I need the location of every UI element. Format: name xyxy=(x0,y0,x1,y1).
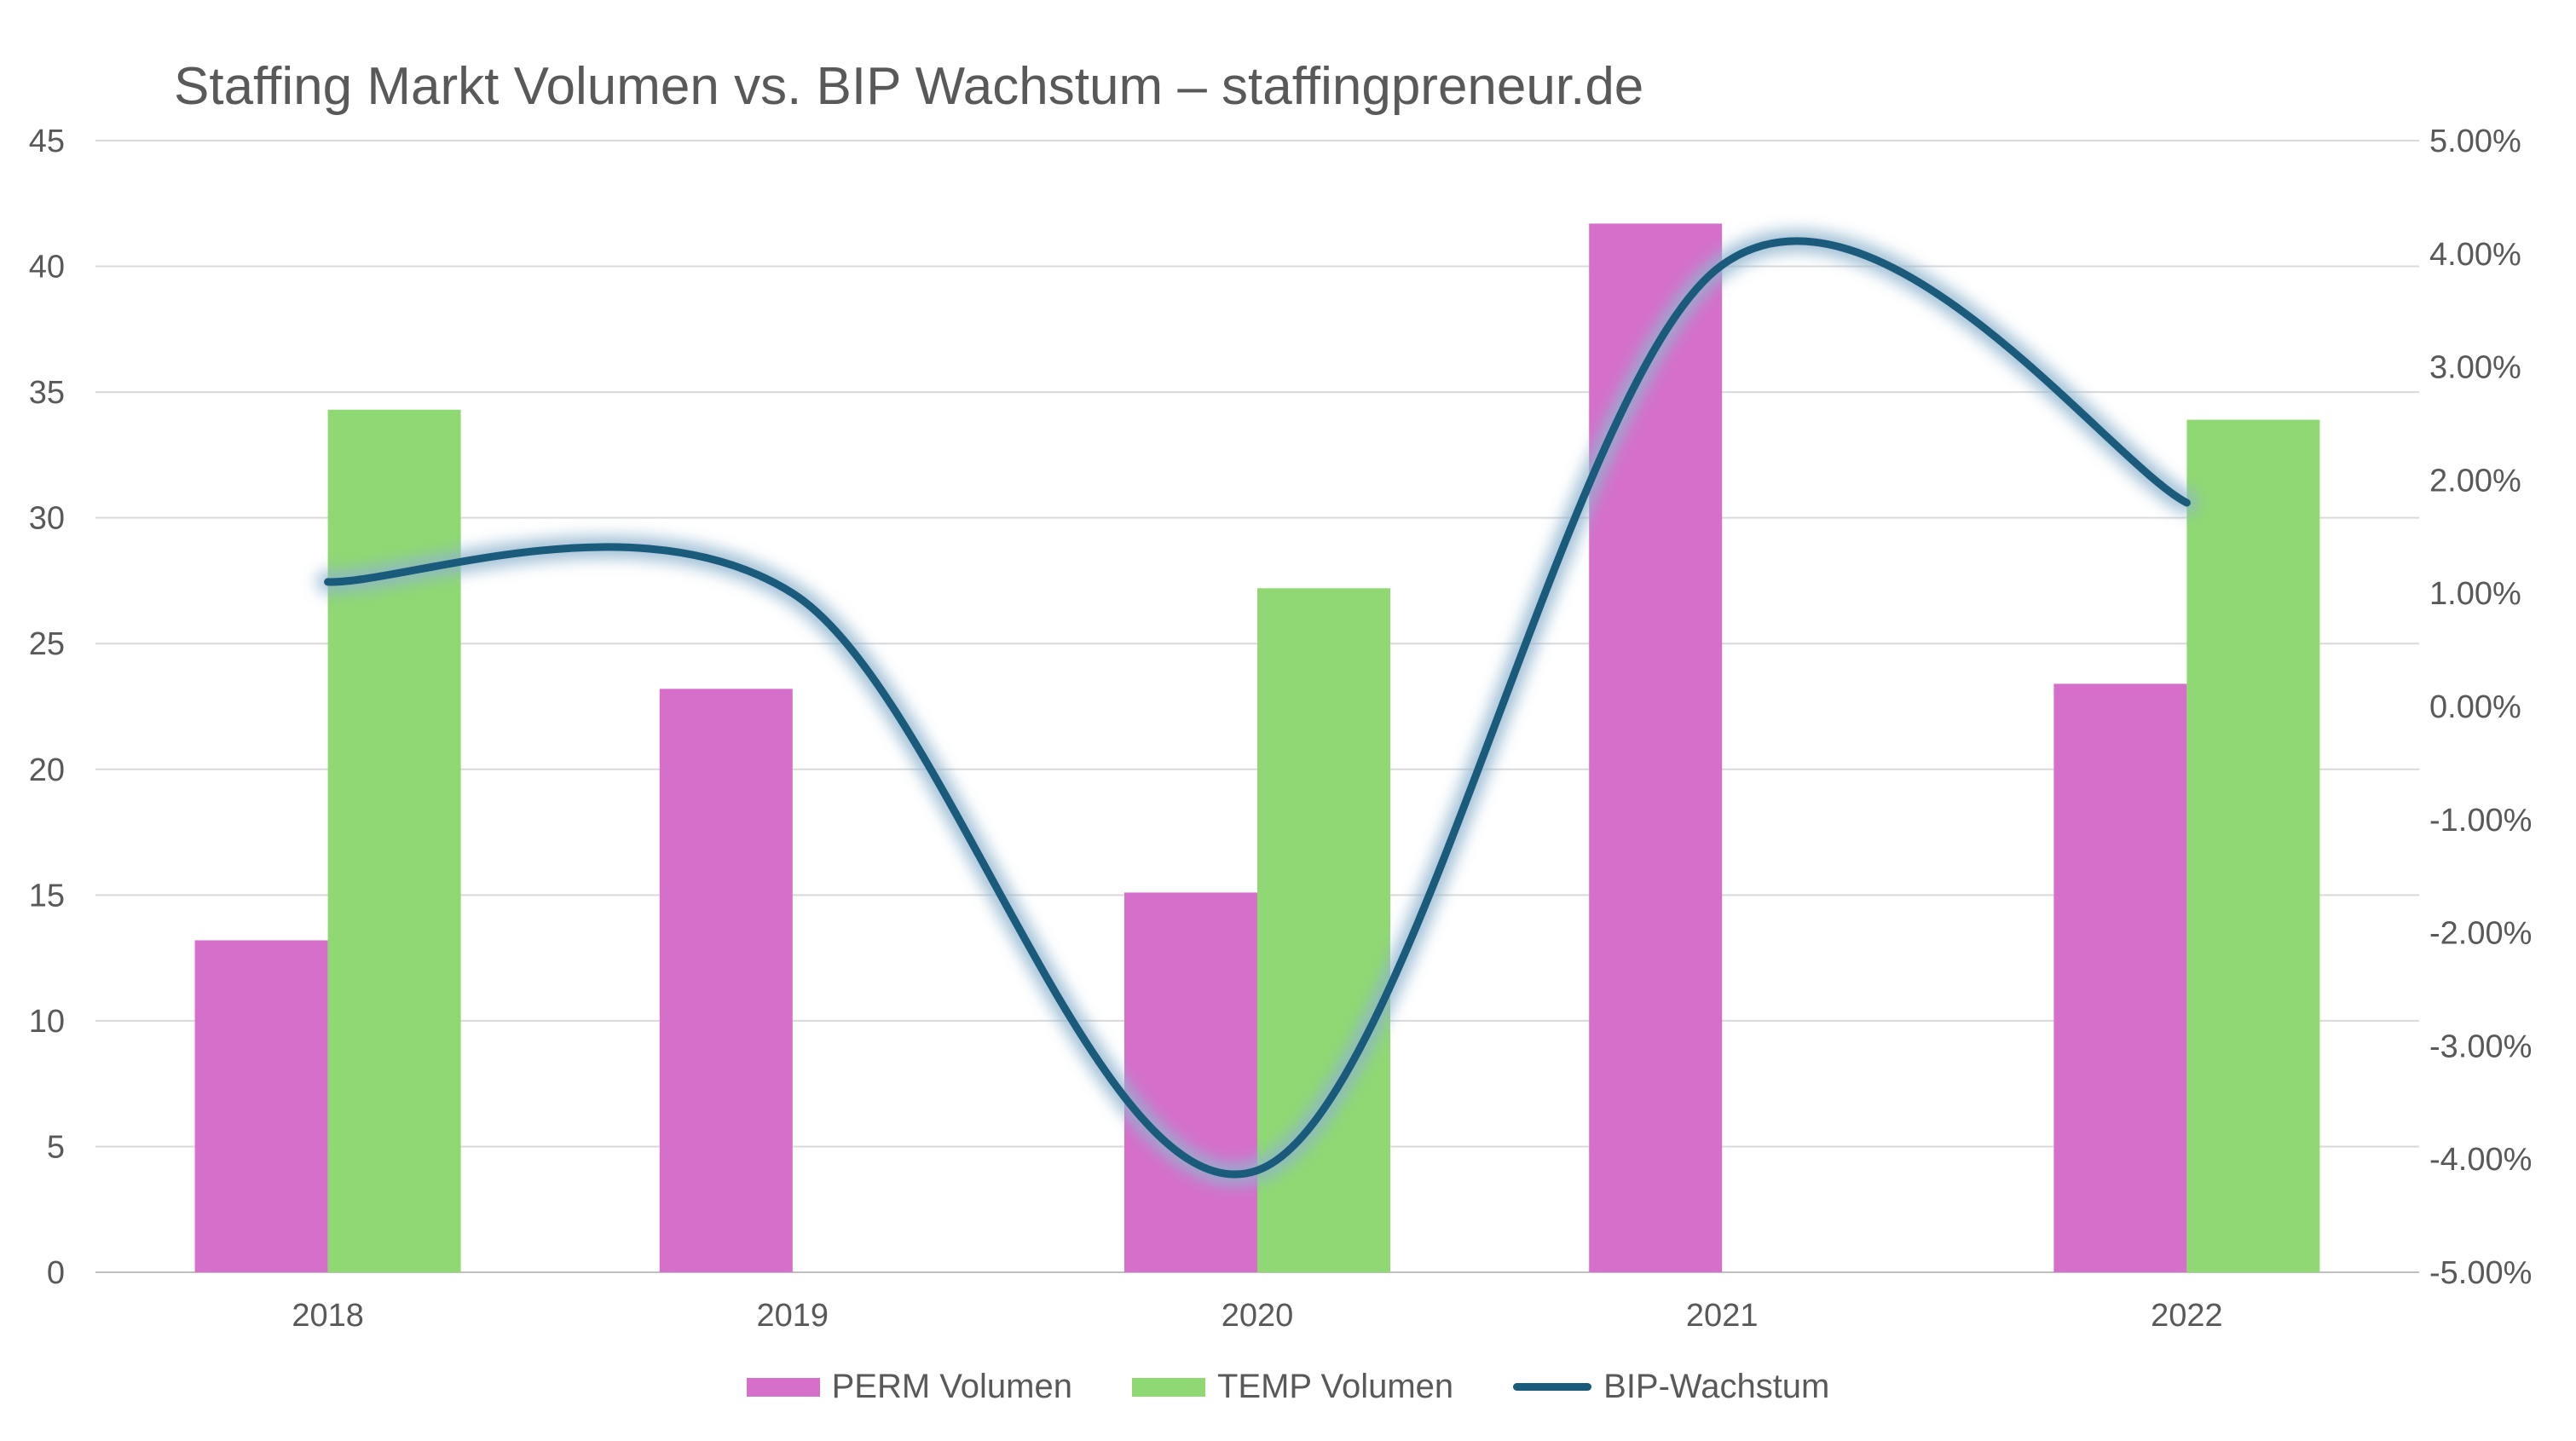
y-left-tick-label: 10 xyxy=(29,1004,65,1040)
legend-swatch-perm xyxy=(746,1377,820,1397)
legend-swatch-temp xyxy=(1131,1377,1205,1397)
bar-temp-volumen xyxy=(2186,419,2320,1272)
y-right-tick-label: 4.00% xyxy=(2429,237,2521,273)
y-left-tick-label: 25 xyxy=(29,626,65,662)
legend-label-bip: BIP-Wachstum xyxy=(1603,1368,1830,1405)
legend-swatch-bip xyxy=(1513,1383,1592,1391)
x-tick-label: 2022 xyxy=(2151,1298,2223,1334)
y-right-tick-label: 1.00% xyxy=(2429,576,2521,612)
x-tick-label: 2019 xyxy=(757,1298,829,1334)
y-right-tick-label: 2.00% xyxy=(2429,463,2521,499)
y-right-tick-label: 3.00% xyxy=(2429,350,2521,386)
y-left-tick-label: 0 xyxy=(47,1255,65,1291)
legend-item-bip: BIP-Wachstum xyxy=(1513,1368,1829,1406)
y-right-tick-label: -5.00% xyxy=(2429,1255,2532,1291)
y-left-tick-label: 45 xyxy=(29,124,65,159)
legend-item-perm: PERM Volumen xyxy=(746,1368,1072,1406)
bar-perm-volumen xyxy=(1124,892,1257,1272)
legend: PERM Volumen TEMP Volumen BIP-Wachstum xyxy=(0,1368,2576,1406)
y-left-tick-label: 20 xyxy=(29,752,65,788)
y-left-tick-label: 15 xyxy=(29,878,65,914)
y-left-tick-label: 35 xyxy=(29,375,65,411)
bip-line xyxy=(324,237,2191,1179)
y-right-tick-label: -4.00% xyxy=(2429,1142,2532,1178)
y-right-tick-label: 5.00% xyxy=(2429,124,2521,159)
x-tick-label: 2021 xyxy=(1686,1298,1759,1334)
legend-label-temp: TEMP Volumen xyxy=(1216,1368,1454,1405)
x-tick-label: 2018 xyxy=(292,1298,364,1334)
y-right-tick-label: 0.00% xyxy=(2429,689,2521,725)
y-left-tick-label: 30 xyxy=(29,501,65,537)
y-right-tick-label: -1.00% xyxy=(2429,803,2532,839)
y-right-tick-label: -3.00% xyxy=(2429,1029,2532,1064)
x-tick-label: 2020 xyxy=(1222,1298,1294,1334)
chart-title: Staffing Markt Volumen vs. BIP Wachstum … xyxy=(174,57,1644,116)
legend-item-temp: TEMP Volumen xyxy=(1131,1368,1454,1406)
bar-perm-volumen xyxy=(194,940,328,1272)
bar-temp-volumen xyxy=(327,409,461,1272)
y-left-tick-label: 5 xyxy=(47,1129,65,1165)
bar-perm-volumen xyxy=(659,689,793,1272)
bar-perm-volumen xyxy=(1589,223,1723,1272)
bar-perm-volumen xyxy=(2053,683,2187,1272)
y-left-tick-label: 40 xyxy=(29,250,65,285)
legend-label-perm: PERM Volumen xyxy=(831,1368,1072,1405)
y-right-tick-label: -2.00% xyxy=(2429,916,2532,952)
